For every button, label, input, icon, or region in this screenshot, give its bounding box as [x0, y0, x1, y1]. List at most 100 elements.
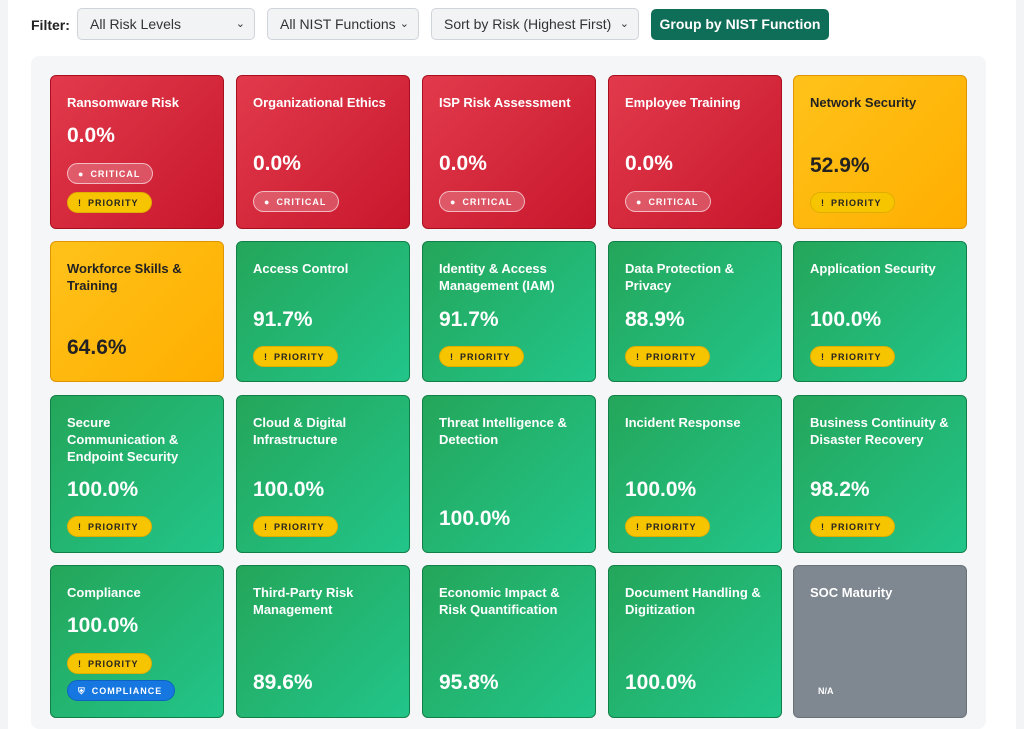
card-score: 100.0% — [625, 671, 697, 694]
warning-icon: ! — [78, 522, 82, 532]
warning-icon: ! — [636, 522, 640, 532]
card-score: 100.0% — [439, 507, 511, 530]
priority-badge: ! PRIORITY — [810, 346, 895, 367]
filter-label: Filter: — [31, 17, 70, 33]
badge-label: COMPLIANCE — [91, 686, 163, 696]
risk-level-select[interactable]: All Risk Levels ⌄ — [77, 8, 255, 40]
risk-card[interactable]: Employee Training 0.0% ● CRITICAL — [608, 75, 782, 229]
badge-label: PRIORITY — [460, 352, 511, 362]
card-title: Threat Intelligence & Detection — [439, 415, 567, 447]
card-title: Compliance — [67, 585, 141, 600]
badge-label: PRIORITY — [831, 522, 882, 532]
sort-select[interactable]: Sort by Risk (Highest First) ⌄ — [431, 8, 639, 40]
card-title: Third-Party Risk Management — [253, 585, 354, 617]
badge-label: CRITICAL — [90, 169, 141, 179]
critical-badge: ● CRITICAL — [67, 163, 154, 184]
risk-card[interactable]: SOC Maturity N/A — [793, 565, 967, 718]
risk-card[interactable]: Secure Communication & Endpoint Security… — [50, 395, 224, 553]
siren-icon: ● — [636, 197, 643, 207]
card-score: 89.6% — [253, 671, 313, 694]
risk-card[interactable]: Business Continuity & Disaster Recovery … — [793, 395, 967, 553]
risk-card[interactable]: Document Handling & Digitization 100.0% — [608, 565, 782, 718]
badge-label: CRITICAL — [276, 197, 327, 207]
risk-card[interactable]: Ransomware Risk 0.0% ● CRITICAL ! PRIORITY — [50, 75, 224, 229]
risk-card[interactable]: Threat Intelligence & Detection 100.0% — [422, 395, 596, 553]
priority-badge: ! PRIORITY — [439, 346, 524, 367]
risk-card[interactable]: Incident Response 100.0% ! PRIORITY — [608, 395, 782, 553]
card-score: 0.0% — [625, 152, 673, 175]
badge-label: CRITICAL — [648, 197, 699, 207]
siren-icon: ● — [78, 169, 85, 179]
priority-badge: ! PRIORITY — [253, 516, 338, 537]
sort-select-value: Sort by Risk (Highest First) — [444, 16, 612, 32]
risk-card[interactable]: Access Control 91.7% ! PRIORITY — [236, 241, 410, 382]
nist-function-select[interactable]: All NIST Functions ⌄ — [267, 8, 419, 40]
card-title: Ransomware Risk — [67, 95, 179, 110]
card-score: 100.0% — [67, 478, 139, 501]
risk-card[interactable]: Network Security 52.9% ! PRIORITY — [793, 75, 967, 229]
card-score: 91.7% — [253, 308, 313, 331]
card-score: 100.0% — [625, 478, 697, 501]
card-score: 100.0% — [810, 308, 882, 331]
shield-icon: ⛨ — [78, 686, 86, 696]
risk-card[interactable]: Identity & Access Management (IAM) 91.7%… — [422, 241, 596, 382]
card-score: 91.7% — [439, 308, 499, 331]
priority-badge: ! PRIORITY — [67, 653, 152, 674]
card-title: Identity & Access Management (IAM) — [439, 261, 555, 293]
card-score: 95.8% — [439, 671, 499, 694]
badge-label: PRIORITY — [274, 522, 325, 532]
warning-icon: ! — [264, 352, 268, 362]
badge-label: PRIORITY — [646, 522, 697, 532]
warning-icon: ! — [450, 352, 454, 362]
risk-card[interactable]: Cloud & Digital Infrastructure 100.0% ! P… — [236, 395, 410, 553]
card-score: 0.0% — [253, 152, 301, 175]
warning-icon: ! — [821, 522, 825, 532]
risk-card[interactable]: Workforce Skills & Training 64.6% — [50, 241, 224, 382]
card-title: Document Handling & Digitization — [625, 585, 761, 617]
card-score: 88.9% — [625, 308, 685, 331]
card-title: Cloud & Digital Infrastructure — [253, 415, 347, 447]
group-by-nist-button[interactable]: Group by NIST Function — [651, 9, 829, 40]
siren-icon: ● — [264, 197, 271, 207]
card-title: Economic Impact & Risk Quantification — [439, 585, 560, 617]
risk-card[interactable]: Data Protection & Privacy 88.9% ! PRIORIT… — [608, 241, 782, 382]
card-score: 100.0% — [67, 614, 139, 637]
warning-icon: ! — [636, 352, 640, 362]
badge-label: PRIORITY — [88, 198, 139, 208]
card-title: Application Security — [810, 261, 936, 276]
badge-label: CRITICAL — [462, 197, 513, 207]
chevron-down-icon: ⌄ — [235, 18, 245, 30]
card-title: Employee Training — [625, 95, 741, 110]
warning-icon: ! — [264, 522, 268, 532]
critical-badge: ● CRITICAL — [253, 191, 340, 212]
priority-badge: ! PRIORITY — [67, 192, 152, 213]
priority-badge: ! PRIORITY — [67, 516, 152, 537]
risk-card[interactable]: Organizational Ethics 0.0% ● CRITICAL — [236, 75, 410, 229]
warning-icon: ! — [821, 198, 825, 208]
critical-badge: ● CRITICAL — [439, 191, 526, 212]
critical-badge: ● CRITICAL — [625, 191, 712, 212]
card-title: Organizational Ethics — [253, 95, 386, 110]
priority-badge: ! PRIORITY — [625, 346, 710, 367]
card-title: Incident Response — [625, 415, 741, 430]
badge-label: PRIORITY — [646, 352, 697, 362]
risk-card[interactable]: Economic Impact & Risk Quantification 95… — [422, 565, 596, 718]
card-score: 0.0% — [439, 152, 487, 175]
badge-label: PRIORITY — [831, 198, 882, 208]
risk-card[interactable]: ISP Risk Assessment 0.0% ● CRITICAL — [422, 75, 596, 229]
card-score: 98.2% — [810, 478, 870, 501]
card-title: Workforce Skills & Training — [67, 261, 182, 293]
card-score: 64.6% — [67, 336, 127, 359]
card-title: Secure Communication & Endpoint Security — [67, 415, 179, 464]
card-title: SOC Maturity — [810, 585, 893, 600]
card-title: Network Security — [810, 95, 917, 110]
priority-badge: ! PRIORITY — [810, 192, 895, 213]
risk-card[interactable]: Compliance 100.0% ! PRIORITY ⛨ COMPLIANCE — [50, 565, 224, 718]
risk-card[interactable]: Third-Party Risk Management 89.6% — [236, 565, 410, 718]
priority-badge: ! PRIORITY — [625, 516, 710, 537]
card-score: 100.0% — [253, 478, 325, 501]
card-score: 52.9% — [810, 154, 870, 177]
risk-card[interactable]: Application Security 100.0% ! PRIORITY — [793, 241, 967, 382]
badge-label: PRIORITY — [88, 659, 139, 669]
warning-icon: ! — [821, 352, 825, 362]
